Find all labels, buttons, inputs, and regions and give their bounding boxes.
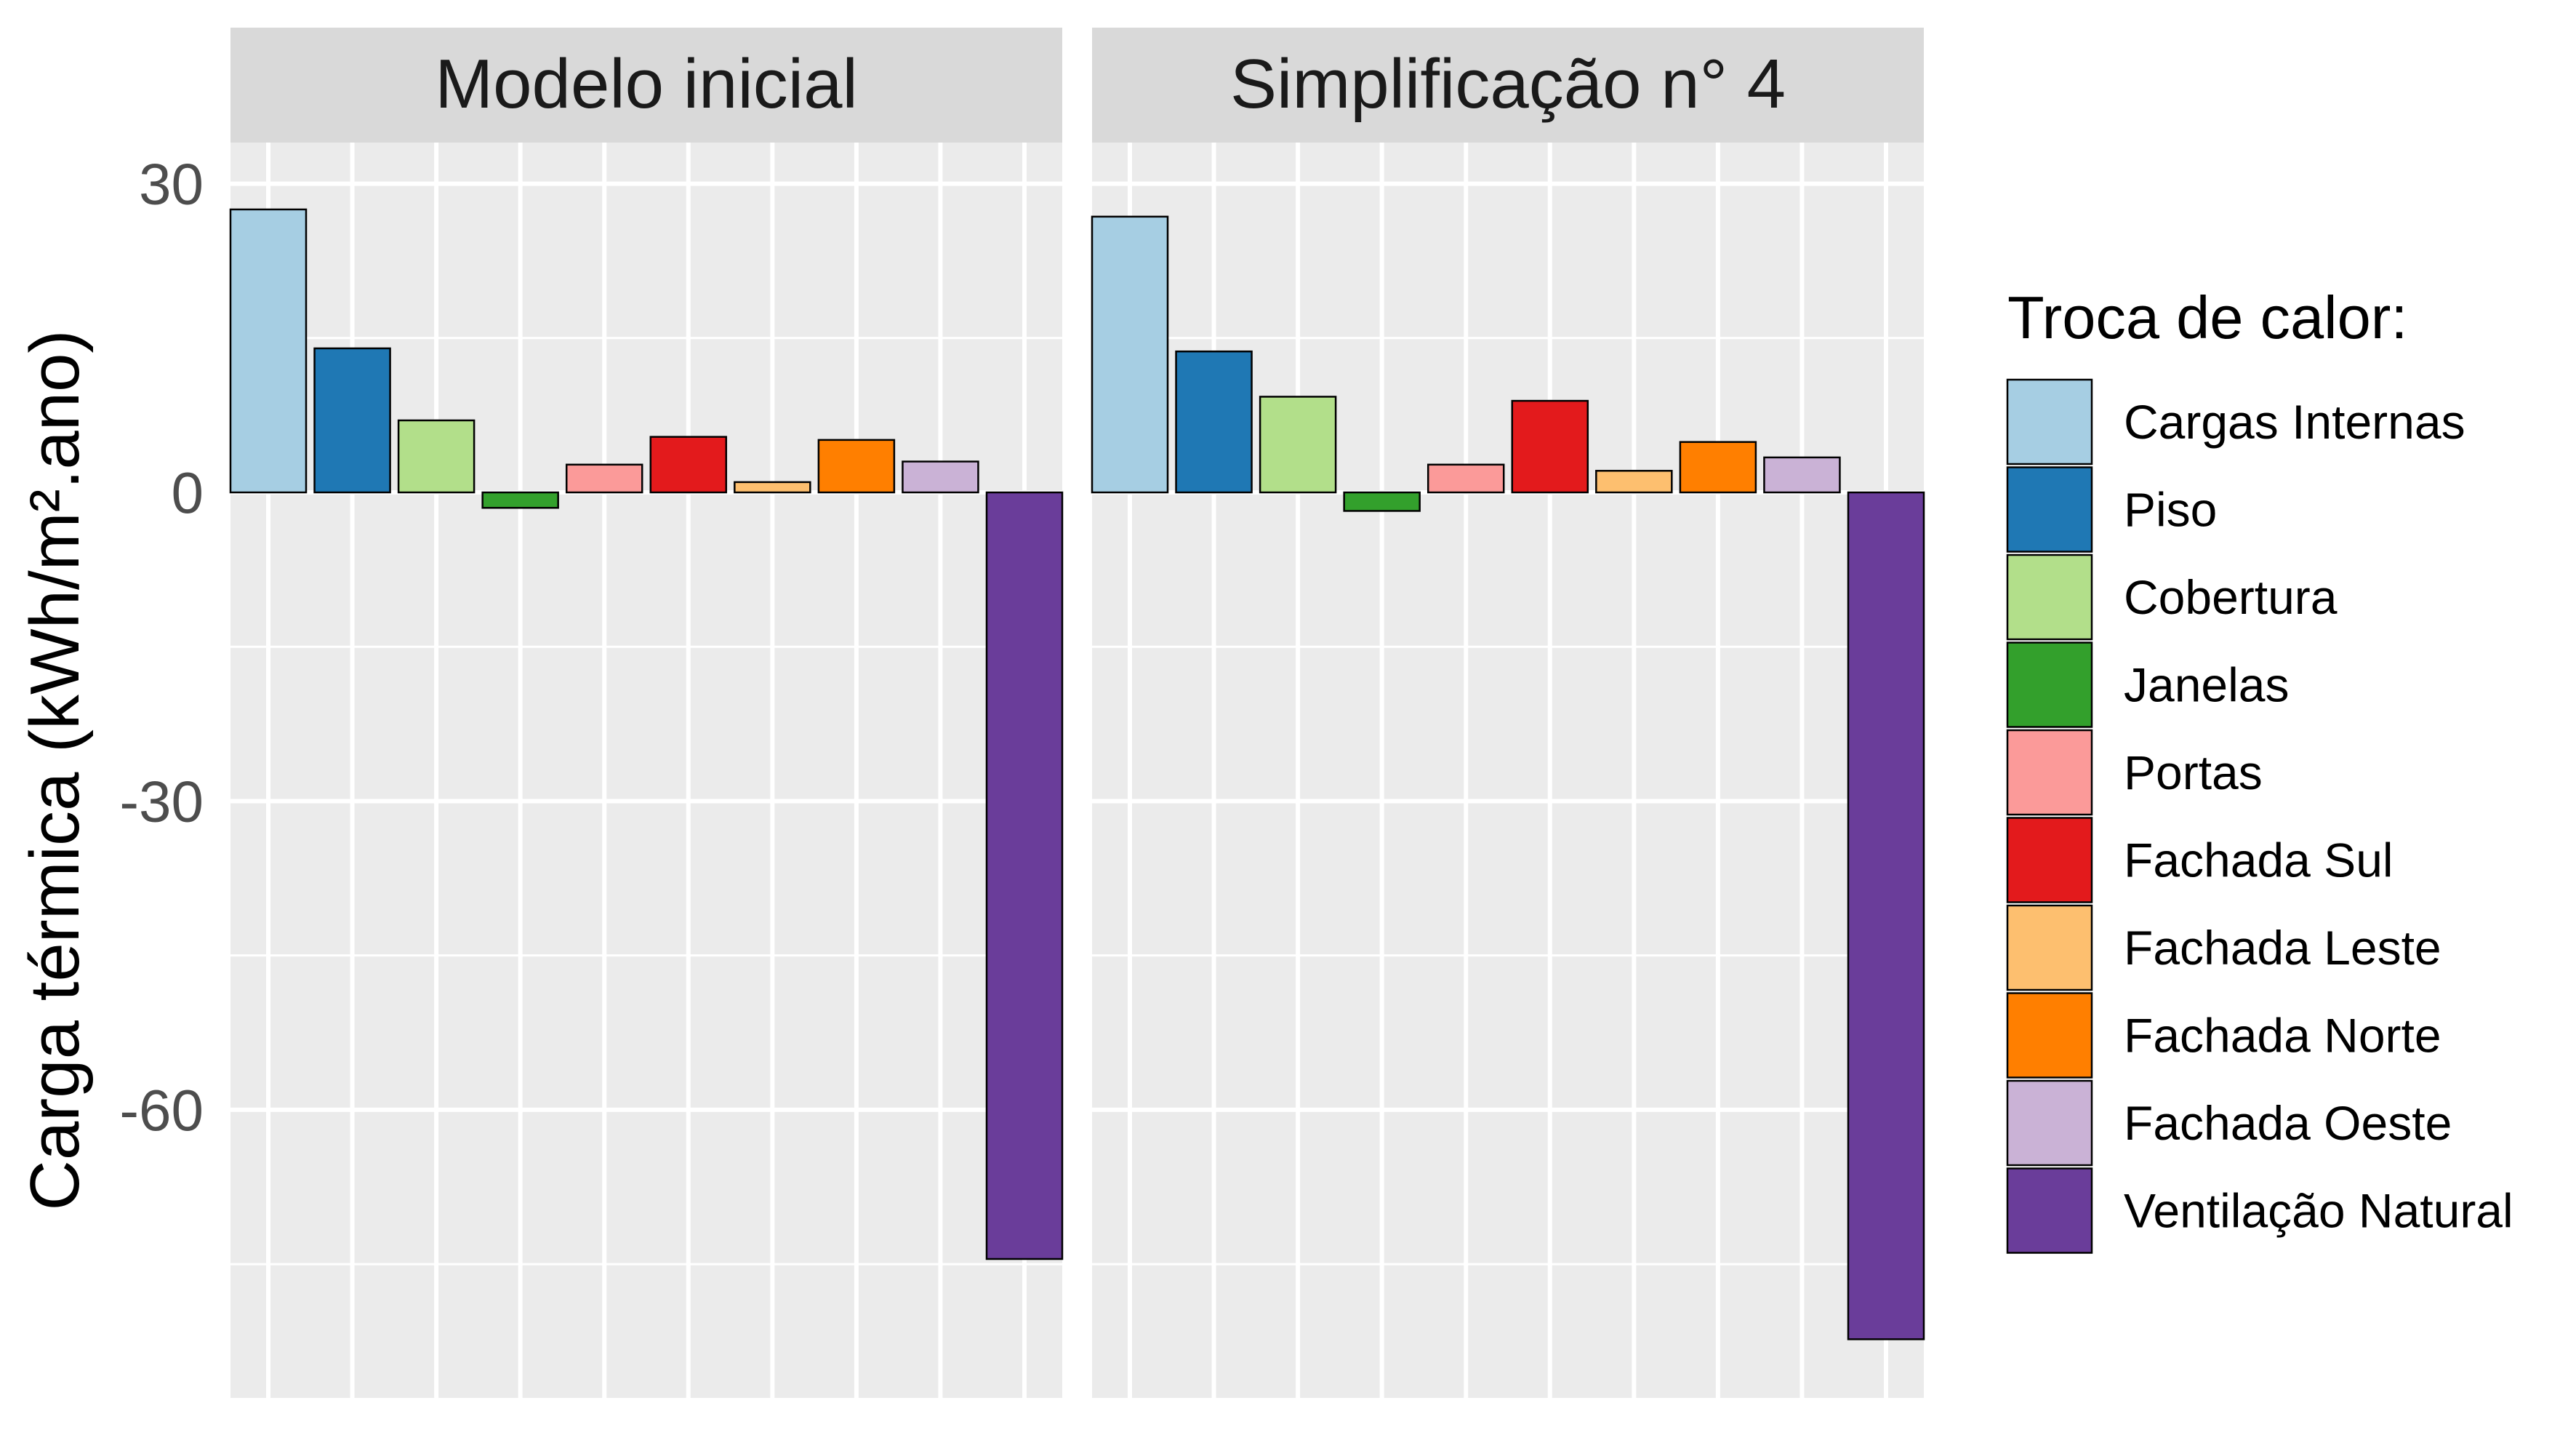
bar — [817, 439, 896, 494]
bar — [1175, 350, 1253, 494]
legend-label: Ventilação Natural — [2124, 1184, 2513, 1238]
bar — [1595, 470, 1673, 494]
legend-key — [2006, 553, 2093, 641]
bar — [565, 463, 643, 494]
grid-minor — [1092, 337, 1924, 1266]
bar — [1343, 491, 1421, 512]
facet-strip — [1092, 28, 1924, 143]
legend-key — [2006, 817, 2093, 903]
bar — [229, 208, 308, 494]
y-axis: 30 0 -30 -60 Carga térmica (kWh/m².ano) — [16, 152, 204, 1211]
legend-label: Fachada Sul — [2124, 834, 2394, 887]
y-axis-label: Carga térmica (kWh/m².ano) — [16, 330, 94, 1211]
legend-label: Cobertura — [2124, 570, 2338, 624]
bar — [1847, 491, 1925, 1340]
legend-key — [2006, 378, 2093, 465]
legend-key — [2006, 729, 2093, 816]
panel-simplificacao-4: Simplificação n° 4 — [1091, 28, 1925, 1398]
bars — [229, 208, 1064, 1260]
bar — [1511, 399, 1589, 494]
legend-title: Troca de calor: — [2007, 284, 2407, 351]
bar — [1763, 456, 1841, 494]
y-tick-label: -30 — [119, 769, 204, 834]
bar — [1679, 441, 1757, 494]
panel-background — [230, 143, 1062, 1398]
grid-minor — [230, 337, 1062, 1266]
legend-label: Piso — [2124, 483, 2217, 537]
bar — [1091, 215, 1169, 494]
bar — [902, 460, 979, 494]
bar — [313, 347, 391, 494]
legend-key — [2006, 1167, 2093, 1254]
legend-label: Portas — [2124, 746, 2263, 799]
legend-key — [2006, 1079, 2093, 1167]
legend-key — [2006, 641, 2093, 728]
y-tick-label: 30 — [139, 152, 204, 217]
panel-modelo-inicial: Modelo inicial — [229, 28, 1064, 1398]
legend-label: Fachada Leste — [2124, 921, 2441, 975]
legend-key — [2006, 904, 2093, 991]
bar — [649, 436, 728, 494]
legend-items: Cargas Internas Piso Cobertura Janelas Porta… — [2006, 378, 2513, 1254]
bar — [734, 481, 811, 494]
legend-label: Cargas Internas — [2124, 395, 2465, 449]
y-tick-label: -60 — [119, 1078, 204, 1143]
bar — [1259, 396, 1337, 494]
bar — [397, 419, 476, 494]
bar — [1427, 463, 1505, 494]
panel-background — [1092, 143, 1924, 1398]
legend-label: Fachada Oeste — [2124, 1096, 2452, 1150]
facet-title: Simplificação n° 4 — [1230, 45, 1786, 123]
legend-key — [2006, 466, 2093, 553]
bars — [1091, 215, 1925, 1340]
legend: Troca de calor: Cargas Internas Piso Cober… — [2006, 284, 2513, 1254]
y-tick-label: 0 — [172, 460, 204, 525]
legend-label: Fachada Norte — [2124, 1009, 2441, 1063]
legend-label: Janelas — [2124, 658, 2290, 712]
grid-vertical — [266, 143, 1027, 1398]
facet-strip — [230, 28, 1062, 143]
bar — [481, 491, 559, 509]
y-tick-labels: 30 0 -30 -60 — [119, 152, 204, 1143]
facet-title: Modelo inicial — [435, 45, 858, 123]
legend-key — [2006, 992, 2093, 1079]
bar — [985, 491, 1064, 1260]
